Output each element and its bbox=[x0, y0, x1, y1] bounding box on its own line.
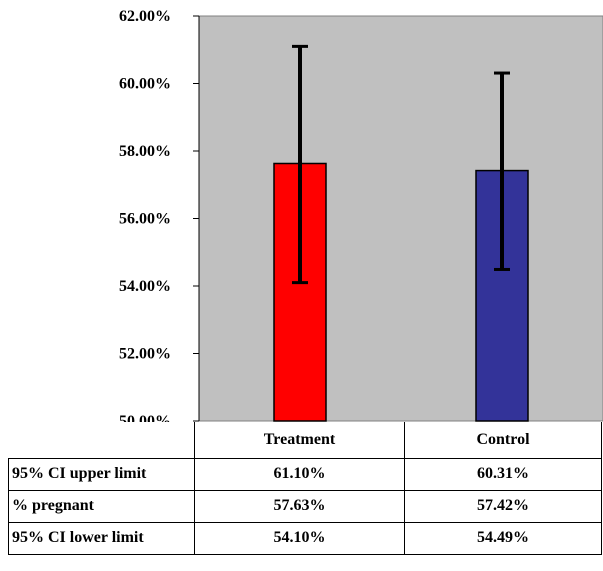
table-header-row: Treatment Control bbox=[8, 422, 602, 459]
plot-area bbox=[198, 15, 603, 422]
column-header-treatment: Treatment bbox=[194, 422, 405, 459]
table-corner-cell bbox=[8, 422, 195, 459]
table-row-ci-upper: 95% CI upper limit 61.10% 60.31% bbox=[8, 457, 602, 491]
y-tick-label: 56.00% bbox=[119, 211, 171, 228]
table-cell: 61.10% bbox=[194, 457, 405, 491]
y-tick-label: 62.00% bbox=[119, 8, 171, 25]
table-cell: 54.49% bbox=[404, 521, 602, 555]
table-row-pregnant: % pregnant 57.63% 57.42% bbox=[8, 489, 602, 523]
table-cell: 60.31% bbox=[404, 457, 602, 491]
row-label: 95% CI lower limit bbox=[8, 521, 195, 555]
row-label: 95% CI upper limit bbox=[8, 457, 195, 491]
table-cell: 54.10% bbox=[194, 521, 405, 555]
bar-chart: 50.00% 52.00% 54.00% 56.00% 58.00% 60.00% 62.0… bbox=[119, 8, 603, 422]
table-cell: 57.42% bbox=[404, 489, 602, 523]
y-tick-label: 60.00% bbox=[119, 76, 171, 93]
row-label: % pregnant bbox=[8, 489, 195, 523]
table-cell: 57.63% bbox=[194, 489, 405, 523]
table-row-ci-lower: 95% CI lower limit 54.10% 54.49% bbox=[8, 521, 602, 555]
y-tick-label: 58.00% bbox=[119, 143, 171, 160]
y-tick-label: 54.00% bbox=[119, 278, 171, 295]
column-header-control: Control bbox=[404, 422, 602, 459]
data-table: Treatment Control 95% CI upper limit 61.… bbox=[8, 422, 602, 555]
y-tick-label: 52.00% bbox=[119, 346, 171, 363]
y-tick-label: 50.00% bbox=[119, 413, 171, 422]
